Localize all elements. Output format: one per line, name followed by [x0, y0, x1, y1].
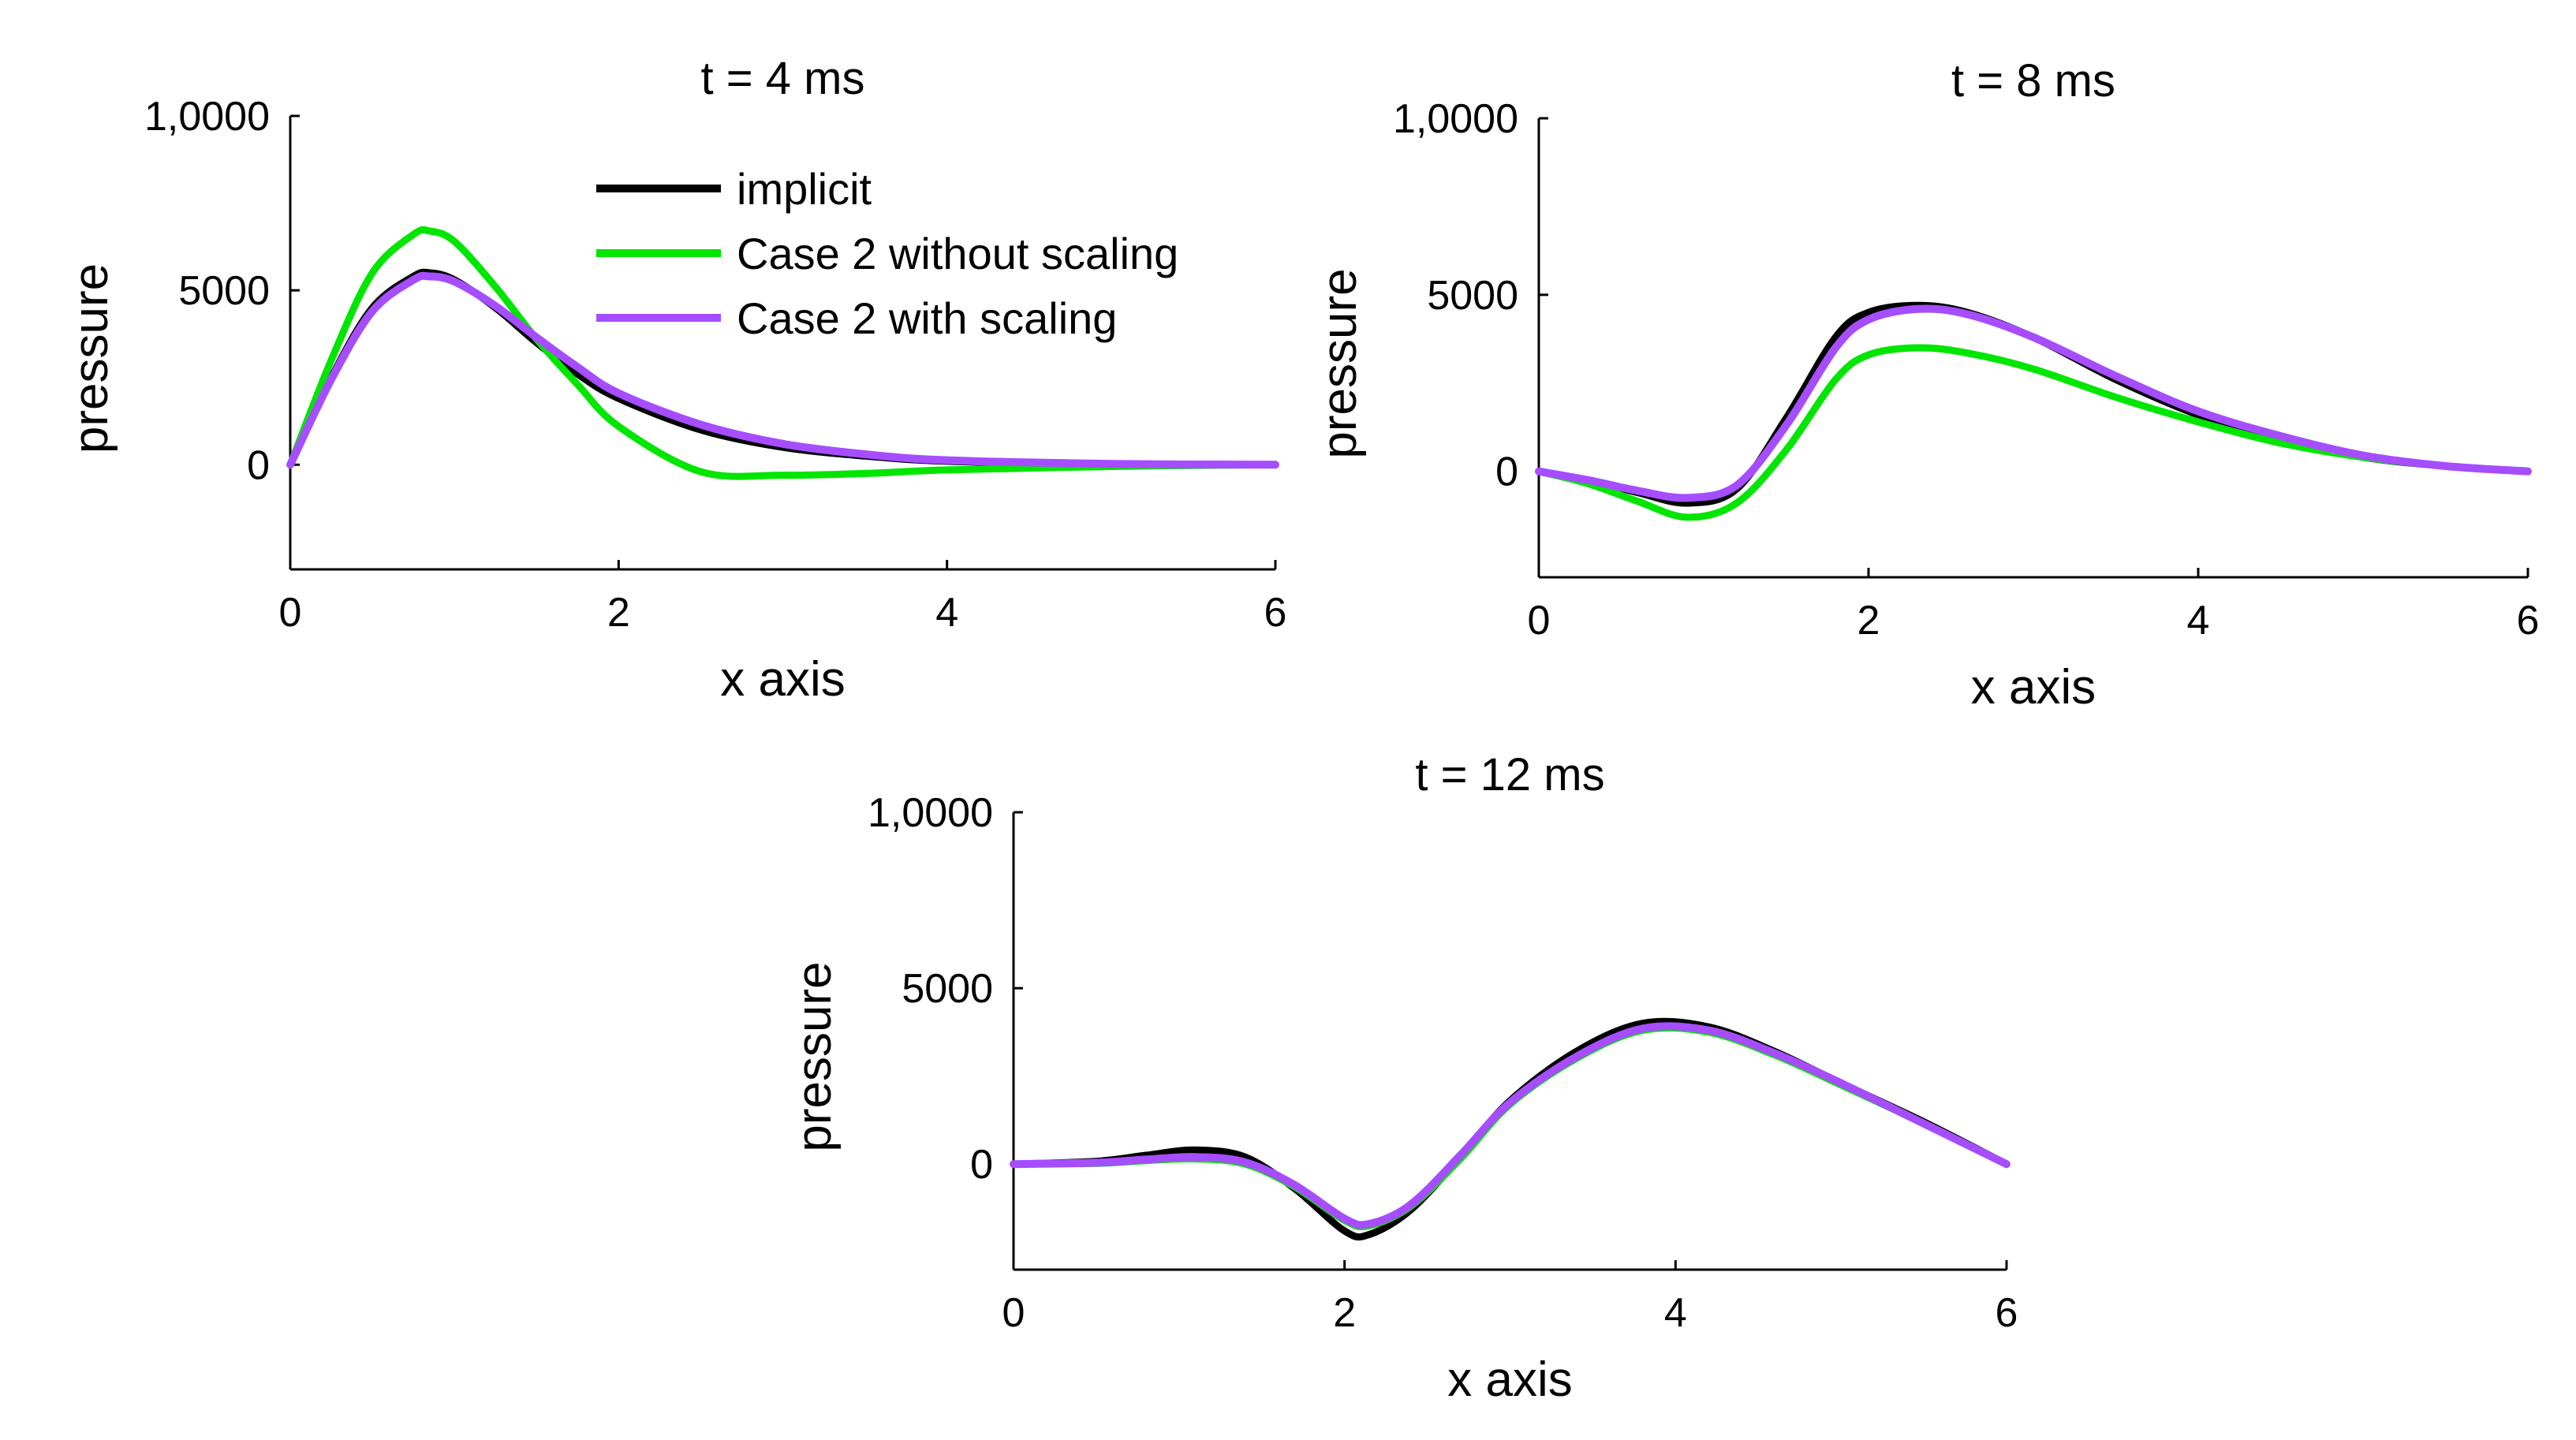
y-axis-label: pressure: [1312, 268, 1367, 458]
x-tick-label: 0: [1528, 598, 1551, 644]
y-tick-label: 1,0000: [1393, 96, 1518, 142]
legend-label-3: Case 2 with scaling: [737, 293, 1117, 343]
legend-label-1: implicit: [737, 164, 872, 214]
series-line-case-2-without-scaling: [286, 226, 1279, 480]
x-tick-label: 6: [1264, 590, 1287, 636]
x-tick-label: 6: [1995, 1290, 2018, 1336]
chart-panel-3: t = 12 ms 0 2 4 6 0 5000 1,0000 x axis pressure: [787, 749, 2018, 1407]
series-line-case-2-with-scaling: [1535, 304, 2532, 502]
x-axis-label: x axis: [1971, 660, 2096, 714]
y-tick-label: 5000: [178, 268, 270, 314]
x-tick-label: 0: [1002, 1290, 1025, 1336]
series-line-case-2-with-scaling: [1010, 1022, 2010, 1229]
chart-panel-1: t = 4 ms 0 2 4 6 0 5000 1,0000 x axis pressure imp…: [64, 53, 1286, 707]
x-tick-label: 4: [935, 590, 958, 636]
y-axis-label: pressure: [64, 263, 118, 453]
x-tick-label: 2: [1333, 1290, 1356, 1336]
x-tick-label: 4: [2187, 598, 2210, 644]
y-tick-label: 0: [247, 442, 270, 488]
chart-legend: implicit Case 2 without scaling Case 2 wit…: [596, 164, 1178, 343]
y-tick-label: 5000: [902, 966, 993, 1012]
chart-title: t = 8 ms: [1951, 55, 2115, 106]
y-tick-label: 1,0000: [868, 790, 993, 836]
legend-label-2: Case 2 without scaling: [737, 229, 1178, 278]
y-tick-label: 1,0000: [144, 94, 270, 140]
chart-title: t = 4 ms: [701, 53, 865, 104]
y-tick-label: 5000: [1427, 273, 1518, 319]
x-tick-label: 0: [279, 590, 302, 636]
x-tick-label: 4: [1664, 1290, 1687, 1336]
x-tick-label: 6: [2517, 598, 2540, 644]
x-tick-label: 2: [607, 590, 630, 636]
x-axis-label: x axis: [720, 652, 845, 707]
x-tick-label: 2: [1857, 598, 1880, 644]
chart-title: t = 12 ms: [1415, 749, 1604, 800]
y-tick-label: 0: [1495, 450, 1518, 495]
series-line-case-2-with-scaling: [286, 271, 1279, 469]
y-axis-label: pressure: [787, 961, 842, 1151]
y-tick-label: 0: [970, 1142, 993, 1188]
chart-panel-2: t = 8 ms 0 2 4 6 0 5000 1,0000 x axis pressure: [1312, 55, 2539, 714]
x-axis-label: x axis: [1447, 1352, 1572, 1407]
